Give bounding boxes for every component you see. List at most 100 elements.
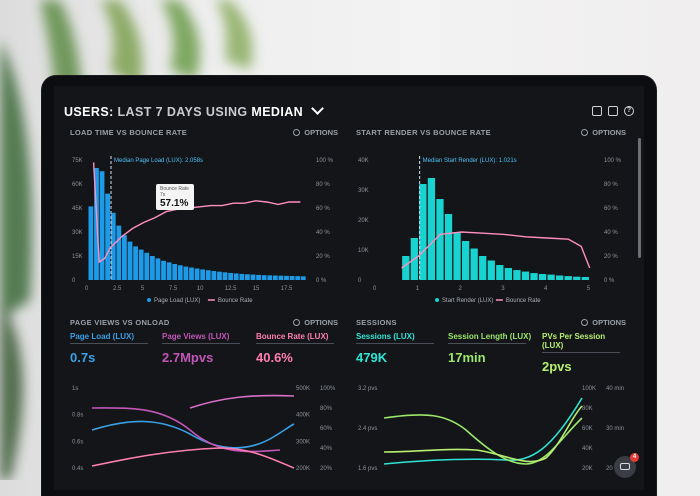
metric-value: 0.7s: [70, 350, 96, 365]
y3-tick-label: 80%: [320, 406, 333, 412]
bounce-rate-line: [401, 231, 591, 269]
y-tick-label: 75K: [72, 158, 83, 164]
chevron-down-icon[interactable]: [311, 102, 324, 115]
metric-page-views[interactable]: Page Views (LUX) 2.7Mpvs: [162, 332, 240, 365]
metric-sessions[interactable]: Sessions (LUX) 479K: [356, 332, 434, 365]
y-tick-label: 1s: [72, 386, 78, 392]
metric-value: 40.6%: [256, 350, 293, 365]
y3-tick-label: 60%: [320, 426, 333, 432]
bar: [250, 274, 256, 280]
x-tick-label: 5: [141, 286, 145, 292]
chart-load-time: 0 15K 30K 45K 60K 75K 0 % 20 % 40 % 60 % 80 % 100 %…: [72, 156, 334, 304]
page-load-line: [91, 420, 295, 449]
bar: [183, 266, 189, 280]
header-range: LAST 7 DAYS: [117, 105, 203, 119]
y-tick-label: 0.6s: [72, 439, 83, 445]
bar: [88, 206, 94, 280]
bar: [149, 256, 155, 280]
panel-page-views: PAGE VIEWS VS ONLOAD OPTIONS Page Load (…: [70, 318, 338, 490]
bar: [419, 184, 427, 280]
chart-icon[interactable]: [608, 106, 618, 116]
options-label: OPTIONS: [304, 128, 338, 137]
notification-badge: 4: [630, 453, 639, 462]
bar: [161, 260, 166, 280]
header-users: USERS:: [64, 105, 114, 119]
y3-tick-label: 20%: [320, 466, 333, 472]
x-tick-label: 15: [253, 286, 260, 292]
page-views-line: [91, 407, 281, 453]
help-icon[interactable]: ?: [624, 106, 634, 116]
monitor-icon[interactable]: [592, 106, 602, 116]
options-button[interactable]: OPTIONS: [581, 128, 626, 137]
bar: [547, 274, 555, 280]
y-tick-label: 10K: [358, 248, 369, 254]
y3-tick-label: 30 min: [606, 426, 624, 432]
y-tick-label: 2.4 pvs: [358, 426, 377, 432]
pvs-line: [383, 405, 583, 463]
metric-divider: [162, 343, 240, 344]
tooltip-sub: 7s: [160, 192, 166, 198]
y-tick-label: 0: [72, 278, 76, 284]
bar: [177, 265, 183, 280]
y2-tick-label: 100 %: [604, 158, 622, 164]
x-tick-label: 7.5: [169, 286, 178, 292]
panel-start-render: START RENDER VS BOUNCE RATE OPTIONS 0 10K…: [356, 128, 626, 308]
bar: [479, 256, 487, 280]
metric-pvs-per-session[interactable]: PVs Per Session (LUX) 2pvs: [542, 332, 626, 374]
metric-value: 479K: [356, 350, 388, 365]
bar: [127, 241, 133, 280]
metric-value: 17min: [448, 350, 486, 365]
x-tick-label: 1: [416, 286, 420, 292]
laptop-bezel: USERS: LAST 7 DAYS USING MEDIAN ? LOAD T…: [42, 76, 656, 496]
x-tick-label: 3: [501, 286, 505, 292]
panel-title: LOAD TIME VS BOUNCE RATE: [70, 128, 188, 137]
bar: [564, 276, 572, 280]
bar: [289, 276, 295, 280]
y2-tick-label: 0 %: [316, 278, 327, 284]
options-button[interactable]: OPTIONS: [293, 128, 338, 137]
bar: [144, 252, 150, 280]
bar: [573, 276, 581, 280]
legend-label: Start Render (LUX): [442, 298, 493, 304]
scrollbar[interactable]: [638, 138, 641, 258]
y3-tick-label: 100%: [320, 386, 336, 392]
metric-page-load[interactable]: Page Load (LUX) 0.7s: [70, 332, 148, 365]
toolbar-icons: ?: [592, 106, 634, 116]
legend-label: Bounce Rate: [506, 298, 541, 304]
y2-tick-label: 80 %: [604, 182, 618, 188]
options-label: OPTIONS: [304, 318, 338, 327]
y-tick-label: 60K: [72, 182, 83, 188]
bounce-tooltip: Bounce Rate 7s 57.1%: [156, 184, 194, 210]
options-label: OPTIONS: [592, 128, 626, 137]
metric-label: Bounce Rate (LUX): [256, 332, 329, 341]
options-button[interactable]: OPTIONS: [293, 318, 338, 327]
x-tick-label: 2: [458, 286, 462, 292]
y3-tick-label: 40 min: [606, 386, 624, 392]
bar: [133, 246, 138, 280]
y2-tick-label: 20 %: [604, 254, 618, 260]
bar: [99, 171, 105, 280]
bar: [194, 268, 200, 280]
y-tick-label: 30K: [358, 188, 369, 194]
bar: [581, 277, 589, 280]
options-button[interactable]: OPTIONS: [581, 318, 626, 327]
y3-tick-label: 40%: [320, 446, 333, 452]
metric-label: Session Length (LUX): [448, 332, 532, 341]
bar: [538, 274, 547, 280]
header-using: USING: [205, 105, 248, 119]
metric-session-length[interactable]: Session Length (LUX) 17min: [448, 332, 531, 365]
bar: [217, 271, 222, 280]
bar: [172, 264, 178, 280]
bar: [228, 272, 233, 280]
y2-tick-label: 300K: [296, 439, 310, 445]
dashboard-header[interactable]: USERS: LAST 7 DAYS USING MEDIAN: [64, 102, 324, 119]
y-tick-label: 3.2 pvs: [358, 386, 377, 392]
bar: [239, 273, 245, 280]
median-label: Median Page Load (LUX): 2.058s: [114, 158, 203, 164]
panel-title: START RENDER VS BOUNCE RATE: [356, 128, 491, 137]
bar: [427, 178, 436, 280]
metric-label: PVs Per Session (LUX): [542, 332, 606, 350]
bar: [233, 273, 239, 280]
metric-bounce-rate[interactable]: Bounce Rate (LUX) 40.6%: [256, 332, 334, 365]
chat-button[interactable]: 4: [614, 453, 639, 478]
